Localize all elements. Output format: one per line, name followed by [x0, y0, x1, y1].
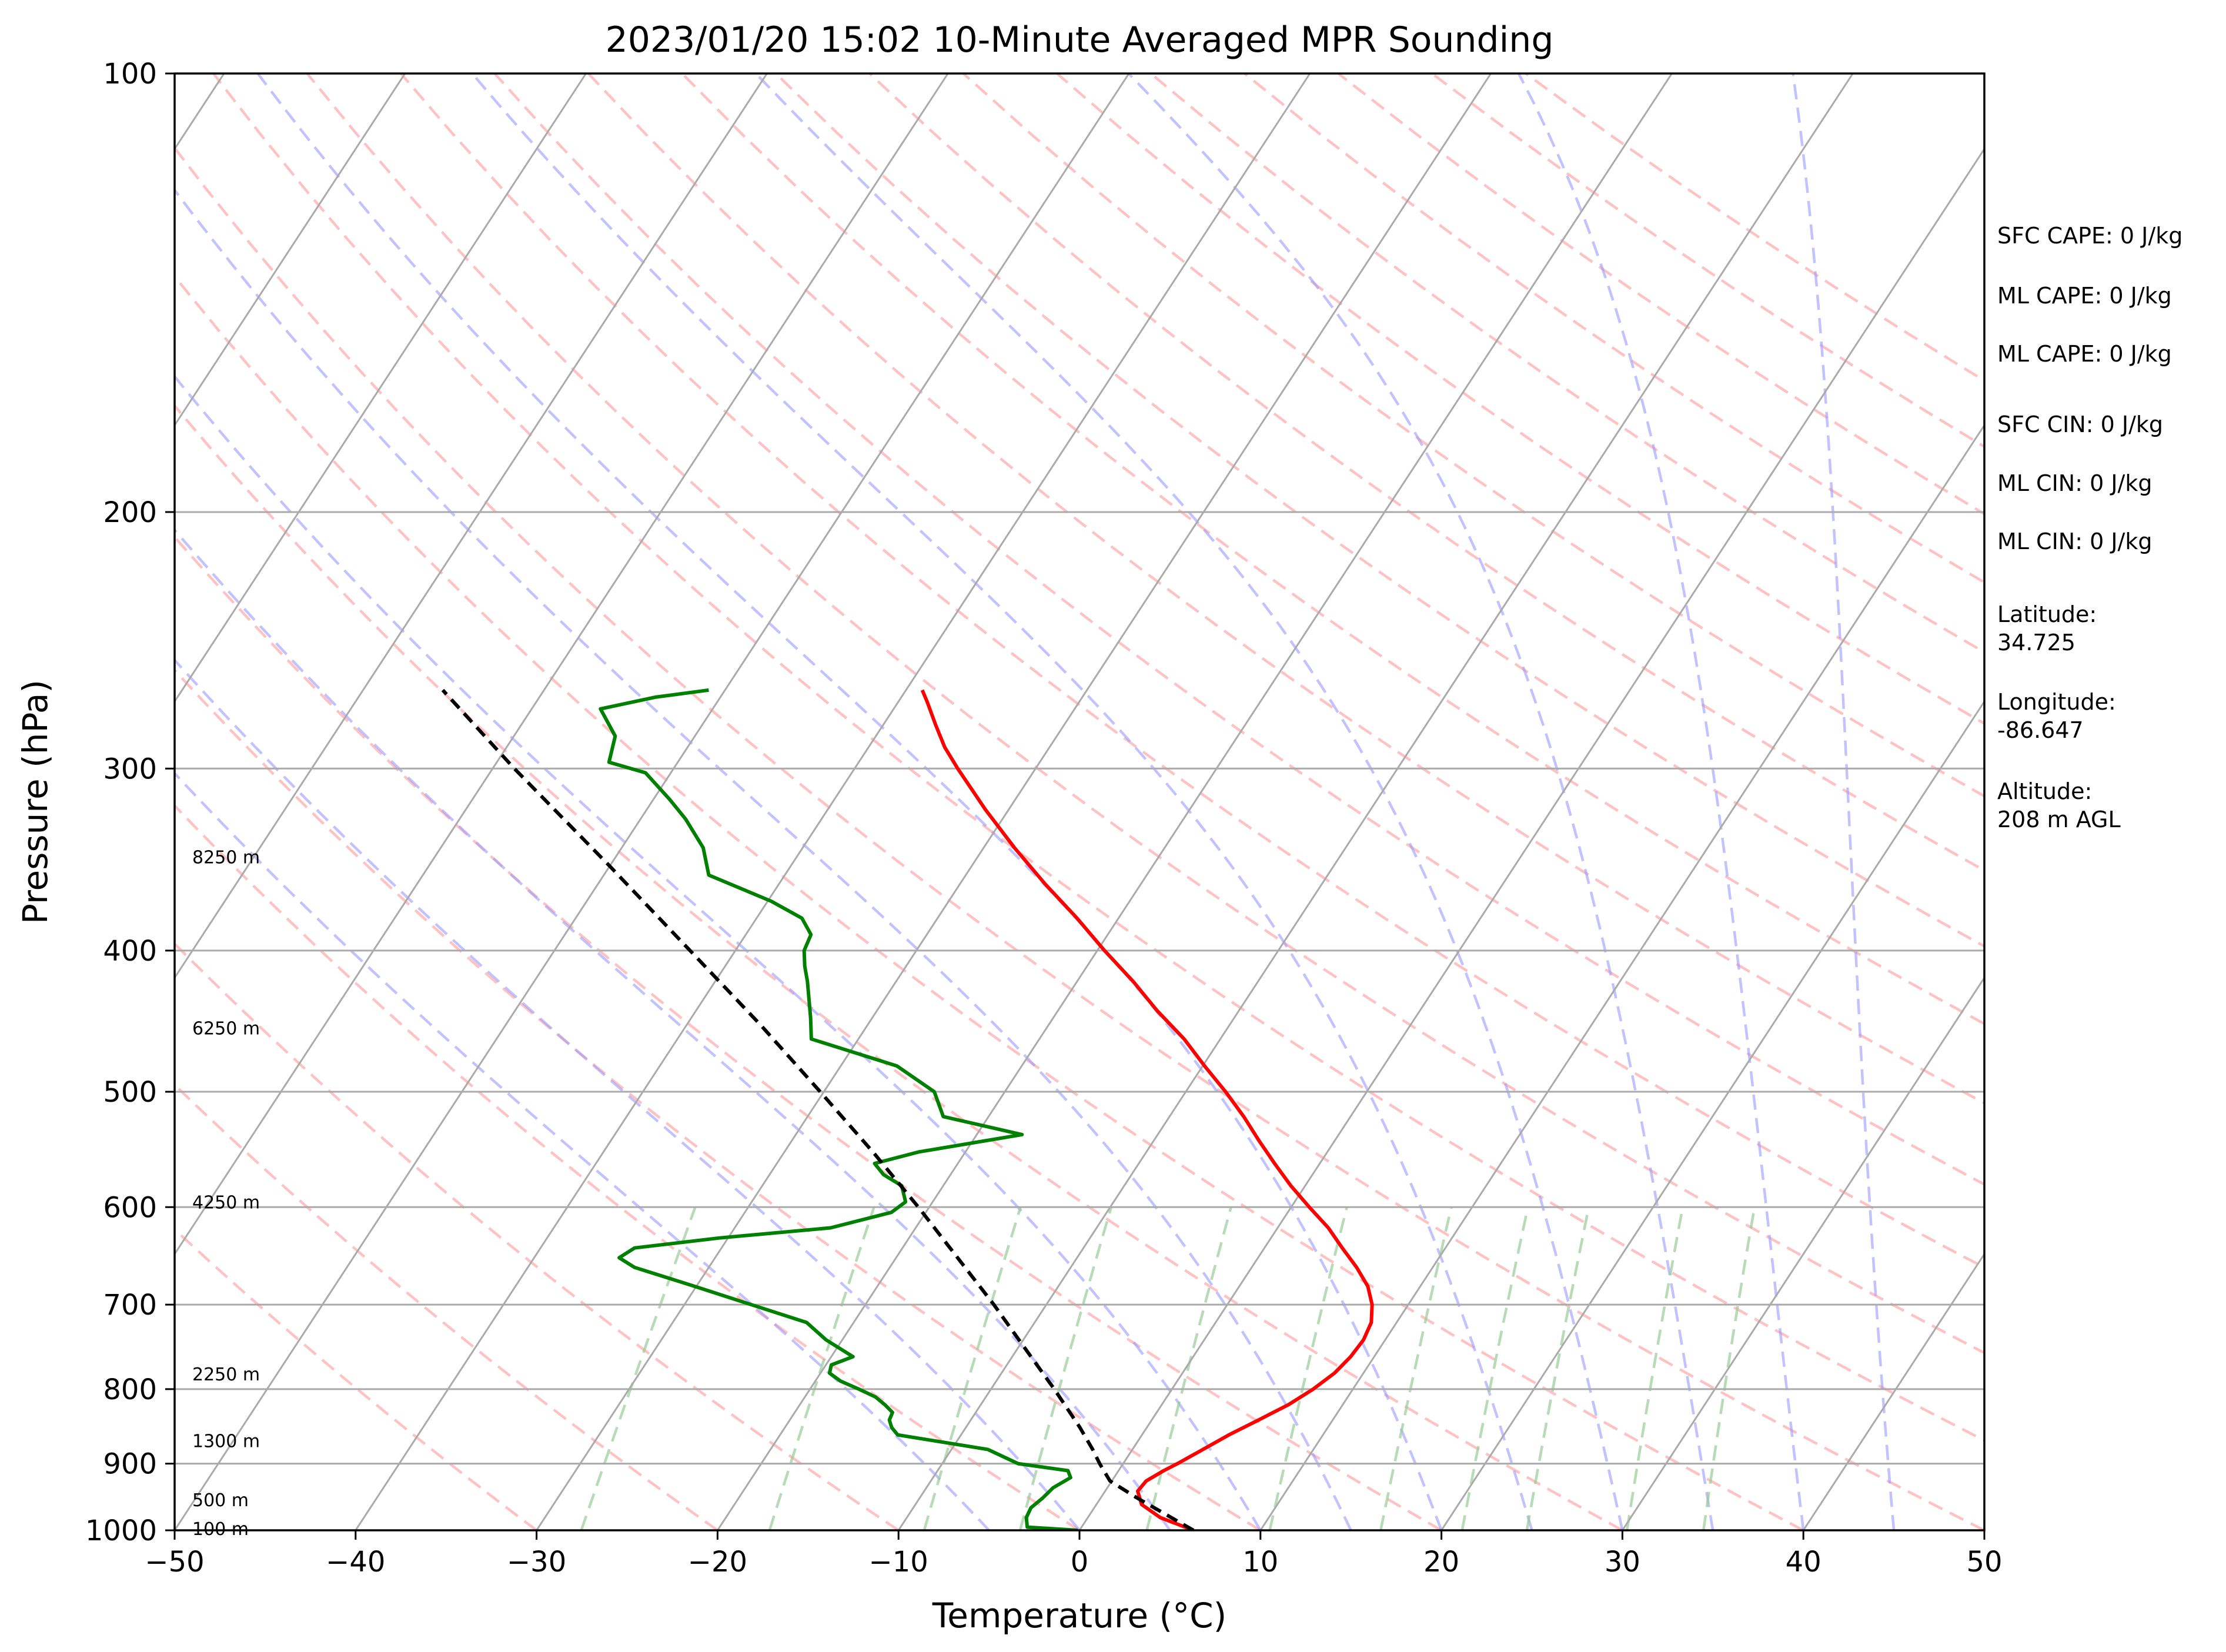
data-lines	[441, 688, 1374, 1530]
y-tick-label: 1000	[85, 1514, 157, 1547]
dry-adiabat	[175, 1228, 537, 1530]
info-annotation: Longitude: -86.647	[1997, 689, 2116, 743]
background-lines	[175, 73, 2226, 1530]
height-label: 1300 m	[192, 1432, 260, 1452]
isotherm-line	[1440, 700, 1984, 1530]
x-tick-label: −10	[869, 1546, 928, 1579]
dry-adiabat	[175, 403, 1623, 1530]
y-axis-label: Pressure (hPa)	[15, 680, 55, 924]
y-tick-label: 700	[103, 1289, 157, 1322]
dry-adiabat	[681, 73, 1984, 1026]
mixing-ratio-line	[1268, 1206, 1348, 1530]
dry-adiabat	[212, 73, 1984, 1442]
x-tick-label: −30	[507, 1546, 566, 1579]
isotherm-line	[1622, 976, 1984, 1530]
info-annotation: Altitude: 208 m AGL	[1997, 778, 2121, 832]
isotherm-line	[175, 73, 1130, 1530]
x-tick-label: −20	[688, 1546, 747, 1579]
moist-adiabat	[1792, 73, 1896, 1530]
info-annotation: ML CIN: 0 J/kg	[1997, 529, 2152, 554]
x-tick-label: 50	[1966, 1546, 2002, 1579]
x-axis-ticks: −50 −40 −30 −20 −10 0 10 20 30 40 50	[145, 1530, 2003, 1579]
height-label: 4250 m	[192, 1192, 260, 1213]
temperature-profile	[920, 689, 1374, 1530]
moist-adiabat	[175, 188, 1352, 1530]
dry-adiabat	[400, 73, 1984, 1269]
isotherm-line	[175, 73, 406, 427]
y-tick-label: 200	[103, 496, 157, 529]
isotherm-line	[717, 73, 1673, 1530]
moist-adiabat	[175, 658, 1081, 1530]
y-tick-label: 500	[103, 1076, 157, 1109]
dry-adiabat	[175, 535, 1442, 1530]
mixing-ratio-line	[1145, 1206, 1232, 1530]
y-tick-label: 600	[103, 1191, 157, 1224]
x-tick-label: −40	[326, 1546, 385, 1579]
y-tick-label: 400	[103, 935, 157, 968]
isotherm-line	[175, 73, 587, 703]
mixing-ratio-line	[923, 1206, 1022, 1530]
mixing-ratio-line	[1525, 1206, 1590, 1530]
isotherm-line	[175, 73, 949, 1256]
x-tick-label: 20	[1423, 1546, 1459, 1579]
dry-adiabat	[1056, 73, 1984, 725]
isotherm-line	[175, 73, 768, 979]
height-label: 500 m	[192, 1490, 249, 1511]
isotherm-line	[1259, 423, 1984, 1530]
moist-adiabat	[175, 771, 990, 1530]
dry-adiabat	[175, 668, 1261, 1530]
parcel-profile	[441, 688, 1195, 1530]
x-tick-label: −50	[145, 1546, 204, 1579]
x-tick-label: 0	[1071, 1546, 1089, 1579]
moist-adiabat	[754, 73, 1624, 1530]
moist-adiabat	[175, 374, 1262, 1530]
y-tick-label: 800	[103, 1373, 157, 1406]
sounding-info-panel: SFC CAPE: 0 J/kg ML CAPE: 0 J/kg ML CAPE: …	[1997, 223, 2182, 832]
y-tick-label: 100	[103, 58, 157, 91]
dry-adiabat	[175, 274, 1804, 1530]
isotherm-line	[897, 73, 1854, 1530]
moist-adiabat	[471, 73, 1533, 1530]
dry-adiabat	[175, 804, 1081, 1530]
x-tick-label: 10	[1242, 1546, 1278, 1579]
moist-adiabat	[1517, 73, 1805, 1530]
info-annotation: SFC CIN: 0 J/kg	[1997, 412, 2163, 437]
chart-title: 2023/01/20 15:02 10-Minute Averaged MPR …	[606, 19, 1554, 61]
x-tick-label: 30	[1605, 1546, 1640, 1579]
height-label: 2250 m	[192, 1365, 260, 1385]
dewpoint-profile	[599, 688, 1078, 1530]
isotherm-line	[355, 73, 1311, 1530]
moist-adiabat	[175, 528, 1171, 1530]
plot-frame	[173, 72, 1986, 1531]
dry-adiabat	[493, 73, 1984, 1186]
grid-lines	[175, 511, 1984, 1465]
height-label: 6250 m	[192, 1018, 260, 1039]
isotherm-line	[1078, 147, 1984, 1530]
x-tick-label: 40	[1786, 1546, 1821, 1579]
info-annotation: ML CAPE: 0 J/kg	[1997, 283, 2172, 309]
info-annotation: SFC CAPE: 0 J/kg	[1997, 223, 2182, 249]
mixing-ratio-line	[580, 1206, 697, 1530]
dry-adiabat	[175, 1083, 718, 1530]
x-axis-label: Temperature (°C)	[932, 1596, 1227, 1636]
y-tick-label: 900	[103, 1448, 157, 1481]
dry-adiabat	[587, 73, 1984, 1105]
y-axis-ticks: 1000 900 800 700 600 500 400 300 200 100	[85, 58, 175, 1547]
isotherm-line	[1802, 1252, 1984, 1530]
dry-adiabat	[306, 73, 1984, 1355]
isotherm-line	[2165, 73, 2226, 1530]
info-annotation: ML CAPE: 0 J/kg	[1997, 341, 2172, 367]
y-tick-label: 300	[103, 753, 157, 785]
info-annotation: ML CIN: 0 J/kg	[1997, 470, 2152, 496]
height-label: 8250 m	[192, 848, 260, 868]
mixing-ratio-line	[768, 1206, 875, 1530]
dry-adiabat	[774, 73, 1984, 948]
dry-adiabat	[175, 145, 1984, 1530]
moist-adiabat	[1127, 73, 1714, 1530]
info-annotation: Latitude: 34.725	[1997, 601, 2097, 656]
